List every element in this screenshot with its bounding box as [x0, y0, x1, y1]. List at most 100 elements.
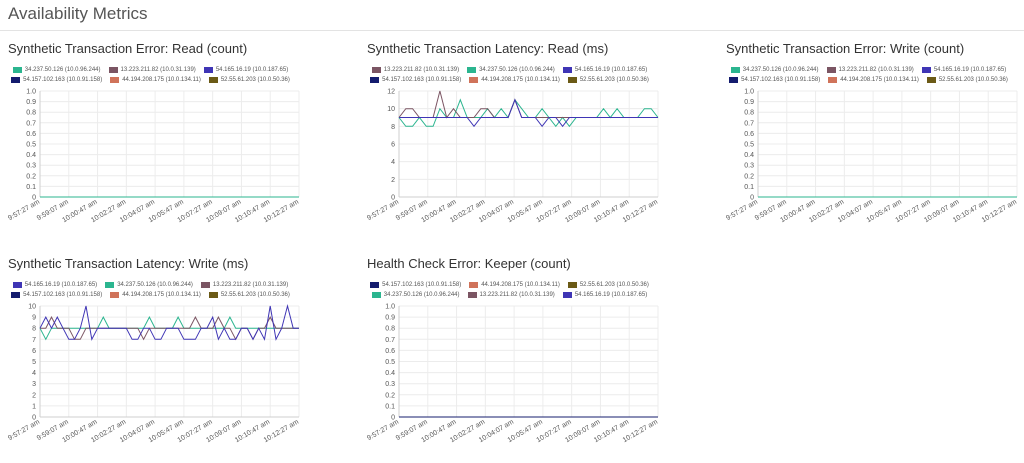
legend-item[interactable]: 54.165.16.19 (10.0.187.65) — [203, 67, 289, 73]
legend-item[interactable]: 34.237.50.126 (10.0.96.244) — [730, 67, 819, 73]
legend-swatch — [105, 282, 115, 288]
legend-item[interactable]: 54.165.16.19 (10.0.187.65) — [562, 292, 648, 298]
legend-item[interactable]: 54.165.16.19 (10.0.187.65) — [921, 67, 1006, 73]
legend-label: 54.165.16.19 (10.0.187.65) — [574, 292, 648, 298]
legend-swatch — [11, 77, 21, 83]
legend-row: 54.157.102.163 (10.0.91.158) 44.194.208.1… — [367, 280, 652, 290]
chart-plot: 1.0 0.9 0.8 0.7 0.6 0.5 0.4 0.3 0.2 0.1 09:57:27 a… — [366, 304, 659, 445]
legend-swatch — [730, 67, 740, 73]
y-tick-label: 0.3 — [26, 163, 36, 170]
legend-row: 54.165.16.19 (10.0.187.65) 34.237.50.126 … — [8, 280, 293, 290]
legend-label: 54.165.16.19 (10.0.187.65) — [215, 67, 289, 73]
y-tick-label: 0.7 — [26, 120, 36, 127]
legend-item[interactable]: 44.194.208.175 (10.0.134.11) — [469, 282, 560, 288]
legend-label: 34.237.50.126 (10.0.96.244) — [479, 67, 555, 73]
page-title: Availability Metrics — [8, 4, 148, 23]
legend-item[interactable]: 34.237.50.126 (10.0.96.244) — [467, 67, 555, 73]
legend-item[interactable]: 54.165.16.19 (10.0.187.65) — [12, 282, 97, 288]
y-tick-label: 4 — [32, 370, 36, 377]
chart-title: Synthetic Transaction Latency: Write (ms… — [8, 256, 249, 271]
legend-swatch — [567, 77, 577, 83]
legend-swatch — [828, 77, 838, 83]
legend-swatch — [11, 292, 21, 298]
y-tick-label: 0.8 — [26, 110, 36, 117]
legend-label: 44.194.208.175 (10.0.134.11) — [840, 77, 919, 83]
legend-swatch — [208, 77, 218, 83]
y-tick-label: 0.7 — [744, 120, 754, 127]
legend-item[interactable]: 34.237.50.126 (10.0.96.244) — [105, 282, 193, 288]
legend-item[interactable]: 13.223.211.82 (10.0.31.139) — [371, 67, 460, 73]
legend-item[interactable]: 54.157.102.163 (10.0.91.158) — [11, 292, 102, 298]
legend-item[interactable]: 13.223.211.82 (10.0.31.139) — [108, 67, 196, 73]
y-tick-label: 0.2 — [744, 173, 754, 180]
y-tick-label: 0.9 — [385, 315, 395, 322]
y-tick-label: 0.6 — [385, 348, 395, 355]
legend-swatch — [926, 77, 936, 83]
y-tick-label: 4 — [391, 159, 395, 166]
legend-label: 34.237.50.126 (10.0.96.244) — [24, 67, 101, 73]
legend-item[interactable]: 52.55.61.203 (10.0.50.36) — [567, 77, 649, 83]
legend-item[interactable]: 54.165.16.19 (10.0.187.65) — [562, 67, 647, 73]
y-tick-label: 6 — [32, 348, 36, 355]
y-tick-label: 10 — [387, 106, 395, 113]
legend-item[interactable]: 13.223.211.82 (10.0.31.139) — [200, 282, 288, 288]
legend-item[interactable]: 44.194.208.175 (10.0.134.11) — [110, 292, 201, 298]
x-tick-label: 9:57:27 am — [366, 419, 400, 443]
y-tick-label: 5 — [32, 359, 36, 366]
legend-item[interactable]: 44.194.208.175 (10.0.134.11) — [110, 77, 201, 83]
chart-panel-error-write: Synthetic Transaction Error: Write (coun… — [725, 41, 1021, 241]
legend-label: 34.237.50.126 (10.0.96.244) — [742, 67, 819, 73]
legend-swatch — [12, 282, 22, 288]
legend-item[interactable]: 44.194.208.175 (10.0.134.11) — [828, 77, 919, 83]
legend-item[interactable]: 34.237.50.126 (10.0.96.244) — [12, 67, 101, 73]
y-tick-label: 0.1 — [385, 403, 395, 410]
y-tick-label: 10 — [28, 304, 36, 311]
y-tick-label: 0 — [750, 195, 754, 202]
y-tick-label: 1.0 — [744, 89, 754, 96]
y-tick-label: 0.4 — [744, 152, 754, 159]
y-tick-label: 0.8 — [385, 326, 395, 333]
legend-item[interactable]: 54.157.102.163 (10.0.91.158) — [11, 77, 102, 83]
y-tick-label: 2 — [391, 177, 395, 184]
legend-swatch — [200, 282, 210, 288]
chart-panel-latency-write: Synthetic Transaction Latency: Write (ms… — [7, 256, 303, 461]
legend-label: 13.223.211.82 (10.0.31.139) — [383, 67, 460, 73]
legend-swatch — [469, 282, 479, 288]
legend-label: 34.237.50.126 (10.0.96.244) — [383, 292, 460, 298]
y-tick-label: 7 — [32, 337, 36, 344]
chart-title: Synthetic Transaction Error: Write (coun… — [726, 41, 965, 56]
legend-label: 54.157.102.163 (10.0.91.158) — [23, 292, 103, 298]
legend-item[interactable]: 52.55.61.203 (10.0.50.36) — [926, 77, 1008, 83]
y-tick-label: 0.5 — [744, 142, 754, 149]
legend-label: 52.55.61.203 (10.0.50.36) — [579, 282, 649, 288]
legend-swatch — [370, 77, 380, 83]
chart-legend: 13.223.211.82 (10.0.31.139) 34.237.50.126… — [367, 65, 652, 85]
legend-swatch — [12, 67, 22, 73]
legend-item[interactable]: 52.55.61.203 (10.0.50.36) — [208, 292, 290, 298]
legend-swatch — [729, 77, 739, 83]
legend-item[interactable]: 52.55.61.203 (10.0.50.36) — [208, 77, 290, 83]
series-line — [39, 304, 299, 341]
legend-item[interactable]: 13.223.211.82 (10.0.31.139) — [467, 292, 555, 298]
legend-item[interactable]: 54.157.102.163 (10.0.91.158) — [729, 77, 820, 83]
chart-plot: 1.0 0.9 0.8 0.7 0.6 0.5 0.4 0.3 0.2 0.1 09:57:27 a… — [7, 89, 300, 225]
legend-item[interactable]: 54.157.102.163 (10.0.91.158) — [370, 282, 461, 288]
legend-swatch — [108, 67, 118, 73]
chart-legend: 34.237.50.126 (10.0.96.244) 13.223.211.82… — [726, 65, 1011, 85]
legend-item[interactable]: 52.55.61.203 (10.0.50.36) — [567, 282, 649, 288]
legend-item[interactable]: 34.237.50.126 (10.0.96.244) — [371, 292, 460, 298]
x-tick-label: 9:57:27 am — [7, 199, 41, 223]
y-tick-label: 0.8 — [744, 110, 754, 117]
legend-label: 13.223.211.82 (10.0.31.139) — [120, 67, 196, 73]
legend-swatch — [921, 67, 931, 73]
legend-item[interactable]: 54.157.102.163 (10.0.91.158) — [370, 77, 461, 83]
x-tick-label: 9:57:27 am — [366, 199, 400, 223]
legend-label: 44.194.208.175 (10.0.134.11) — [122, 292, 201, 298]
y-tick-label: 9 — [32, 315, 36, 322]
y-tick-label: 8 — [391, 124, 395, 131]
chart-panel-health-keeper: Health Check Error: Keeper (count) 54.15… — [366, 256, 662, 461]
title-divider — [0, 30, 1024, 31]
legend-item[interactable]: 13.223.211.82 (10.0.31.139) — [826, 67, 914, 73]
legend-swatch — [469, 77, 479, 83]
legend-item[interactable]: 44.194.208.175 (10.0.134.11) — [469, 77, 560, 83]
